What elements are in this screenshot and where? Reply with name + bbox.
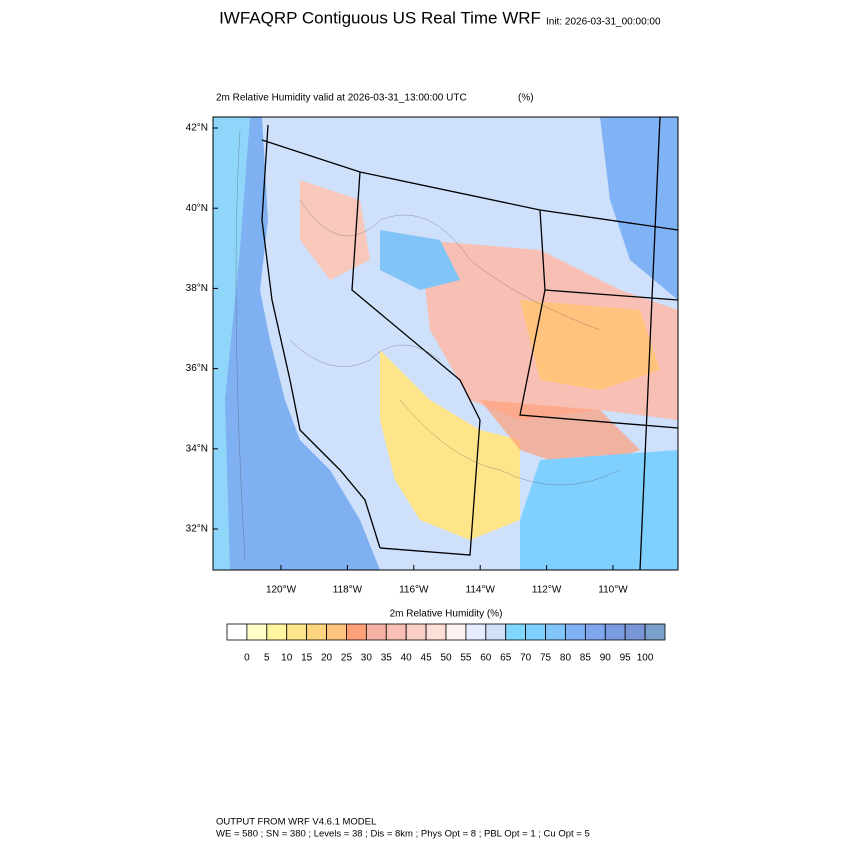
colorbar-label: 85 — [580, 653, 592, 664]
map — [213, 117, 678, 570]
lat-label: 36°N — [186, 363, 208, 374]
colorbar-label: 90 — [600, 653, 612, 664]
colorbar-box — [565, 623, 586, 641]
footer-line: OUTPUT FROM WRF V4.6.1 MODEL — [216, 817, 376, 828]
colorbar-box — [246, 623, 268, 641]
colorbar-label: 0 — [244, 653, 250, 664]
lat-label: 42°N — [186, 123, 208, 134]
colorbar-label: 80 — [560, 653, 572, 664]
units: (%) — [518, 93, 534, 104]
lon-label: 110°W — [598, 585, 628, 596]
colorbar-box — [365, 623, 387, 641]
footer-line: WE = 580 ; SN = 380 ; Levels = 38 ; Dis … — [216, 829, 590, 840]
colorbar-label: 60 — [480, 653, 492, 664]
colorbar-box — [604, 623, 626, 641]
colorbar-label: 5 — [264, 653, 270, 664]
colorbar-label: 25 — [341, 653, 353, 664]
colorbar-label: 50 — [440, 653, 452, 664]
subtitle: 2m Relative Humidity valid at 2026-03-31… — [216, 93, 467, 104]
colorbar-box — [644, 623, 666, 641]
colorbar-box — [326, 623, 347, 641]
colorbar-label: 100 — [637, 653, 654, 664]
lat-label: 38°N — [186, 283, 208, 294]
title: IWFAQRP Contiguous US Real Time WRF — [219, 8, 541, 27]
colorbar-title: 2m Relative Humidity (%) — [390, 609, 503, 620]
colorbar-label: 10 — [281, 653, 293, 664]
lon-label: 120°W — [266, 585, 297, 596]
lat-label: 34°N — [186, 443, 208, 454]
lon-label: 114°W — [466, 585, 496, 596]
init-time: Init: 2026-03-31_00:00:00 — [546, 17, 661, 28]
colorbar-box — [505, 623, 527, 641]
colorbar-box — [385, 623, 407, 641]
colorbar-box — [624, 623, 646, 641]
colorbar-box — [545, 623, 566, 641]
colorbar-label: 35 — [381, 653, 393, 664]
colorbar-box — [286, 623, 308, 641]
map-frame — [212, 116, 679, 571]
colorbar-box — [584, 623, 606, 641]
dry-region — [520, 300, 660, 390]
colorbar-box — [465, 623, 487, 641]
colorbar: 0 5 10 15 20 25 30 35 40 45 50 55 60 65 70 75 80 85 90 95 10… — [226, 623, 666, 664]
colorbar-label: 40 — [401, 653, 413, 664]
colorbar-label: 15 — [301, 653, 313, 664]
dry-region — [380, 350, 520, 540]
lat-label: 40°N — [186, 203, 208, 214]
contours — [235, 129, 621, 561]
colorbar-box — [346, 623, 367, 641]
colorbar-label: 65 — [500, 653, 512, 664]
colorbar-label: 95 — [620, 653, 632, 664]
lat-label: 32°N — [186, 524, 208, 535]
lon-label: 118°W — [333, 585, 363, 596]
colorbar-box — [405, 623, 427, 641]
colorbar-label: 75 — [540, 653, 552, 664]
colorbar-label: 30 — [361, 653, 373, 664]
boundaries — [261, 117, 678, 570]
colorbar-label: 20 — [321, 653, 333, 664]
ocean-shade — [213, 117, 250, 570]
dry-region — [480, 400, 640, 470]
colorbar-box — [425, 623, 447, 641]
wet-region — [380, 230, 460, 290]
colorbar-box — [226, 623, 248, 641]
colorbar-box — [445, 623, 467, 641]
wet-region — [520, 450, 678, 570]
dry-region — [300, 180, 370, 280]
lon-label: 116°W — [399, 585, 429, 596]
colorbar-box — [485, 623, 507, 641]
colorbar-label: 70 — [520, 653, 532, 664]
colorbar-box — [306, 623, 327, 641]
colorbar-label: 55 — [460, 653, 472, 664]
colorbar-box — [266, 623, 288, 641]
lon-label: 112°W — [532, 585, 562, 596]
colorbar-label: 45 — [421, 653, 433, 664]
colorbar-box — [525, 623, 546, 641]
map-axes: 42°N 40°N 38°N 36°N 34°N 32°N 120°W 118°W 116°W 1… — [186, 123, 629, 596]
